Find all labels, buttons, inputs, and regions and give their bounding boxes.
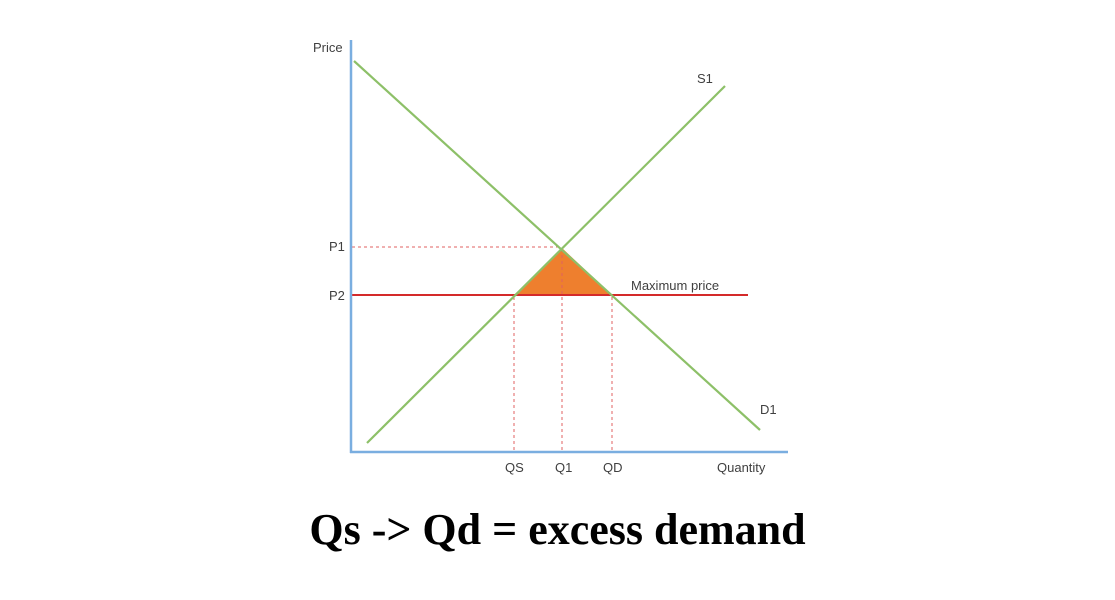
supply-curve <box>366 85 726 444</box>
q1-label: Q1 <box>555 460 572 475</box>
p1-label: P1 <box>329 239 345 254</box>
p2-label: P2 <box>329 288 345 303</box>
demand-label: D1 <box>760 402 777 417</box>
qd-label: QD <box>603 460 623 475</box>
supply-label: S1 <box>697 71 713 86</box>
qs-label: QS <box>505 460 524 475</box>
caption-text: Qs -> Qd = excess demand <box>309 505 806 554</box>
maximum-price-label: Maximum price <box>631 278 719 293</box>
x-axis-label: Quantity <box>717 460 766 475</box>
y-axis-label: Price <box>313 40 343 55</box>
excess-demand-area <box>514 248 612 295</box>
demand-curve <box>353 60 761 431</box>
